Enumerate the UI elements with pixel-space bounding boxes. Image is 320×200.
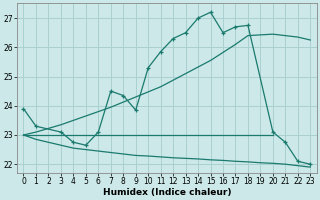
X-axis label: Humidex (Indice chaleur): Humidex (Indice chaleur) <box>103 188 231 197</box>
